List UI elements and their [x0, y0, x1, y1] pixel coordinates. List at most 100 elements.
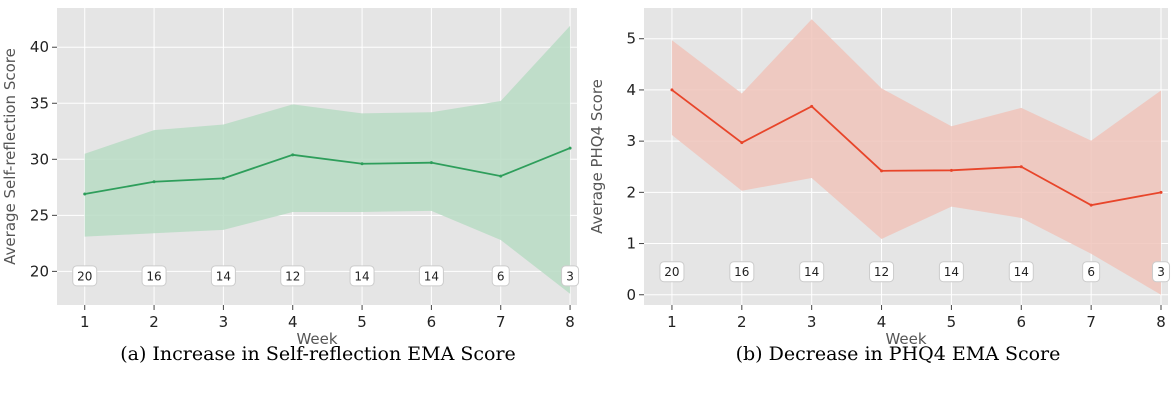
count-label-phq4-4: 12	[869, 261, 895, 283]
x-tick-label-6: 6	[427, 313, 437, 331]
count-label-text: 14	[804, 265, 819, 279]
count-label-box	[280, 265, 306, 287]
count-label-text: 14	[944, 265, 959, 279]
data-point-phq4-6	[1019, 165, 1023, 169]
count-label-text: 20	[77, 269, 92, 283]
count-label-box	[869, 261, 895, 283]
count-label-text: 14	[424, 269, 439, 283]
data-point-self-reflection-7	[499, 174, 503, 178]
count-labels-phq4: 20 16 14 12 14 14 6 3	[659, 261, 1171, 283]
y-tick-label-4: 4	[626, 81, 636, 99]
count-label-text: 6	[497, 269, 505, 283]
x-axis-label-self-reflection: Week	[296, 330, 337, 348]
count-label-text: 20	[664, 265, 679, 279]
x-tick-label-2: 2	[149, 313, 159, 331]
y-tick-label-2: 2	[626, 183, 636, 201]
count-label-box	[349, 265, 375, 287]
y-tick-label-40: 40	[30, 38, 49, 56]
x-tick-label-4: 4	[288, 313, 298, 331]
data-point-self-reflection-3	[221, 176, 225, 180]
data-point-phq4-4	[880, 169, 884, 173]
y-tick-label-0: 0	[626, 286, 636, 304]
count-label-phq4-6: 14	[1008, 261, 1034, 283]
x-tick-label-1: 1	[80, 313, 90, 331]
confidence-band-phq4	[671, 19, 1162, 295]
count-label-box	[1008, 261, 1034, 283]
points-phq4	[670, 88, 1163, 207]
count-label-self-reflection-5: 14	[349, 265, 375, 287]
count-label-self-reflection-1: 20	[72, 265, 98, 287]
data-point-self-reflection-6	[429, 161, 433, 165]
count-label-phq4-3: 14	[799, 261, 825, 283]
count-label-text: 16	[734, 265, 749, 279]
y-tick-label-3: 3	[626, 132, 636, 150]
count-label-box	[141, 265, 167, 287]
data-point-self-reflection-8	[568, 146, 572, 150]
data-point-phq4-7	[1089, 203, 1093, 207]
x-ticks-phq4: 1 2 3 4 5 6 7 8	[667, 305, 1166, 331]
data-point-phq4-5	[949, 168, 953, 172]
data-point-phq4-8	[1159, 190, 1163, 194]
data-point-self-reflection-1	[83, 192, 87, 196]
count-label-phq4-7: 6	[1082, 261, 1101, 283]
count-label-text: 14	[354, 269, 369, 283]
count-label-self-reflection-3: 14	[210, 265, 236, 287]
data-point-self-reflection-2	[152, 180, 156, 184]
count-label-self-reflection-2: 16	[141, 265, 167, 287]
data-point-self-reflection-4	[291, 153, 295, 157]
count-label-self-reflection-8: 3	[561, 265, 580, 287]
y-tick-label-35: 35	[30, 94, 49, 112]
data-point-phq4-1	[670, 88, 674, 92]
count-label-text: 14	[1014, 265, 1029, 279]
data-point-phq4-2	[740, 141, 744, 145]
y-tick-label-25: 25	[30, 206, 49, 224]
caption-self-reflection: (a) Increase in Self-reflection EMA Scor…	[120, 343, 516, 365]
count-label-text: 12	[874, 265, 889, 279]
x-tick-label-5: 5	[947, 313, 957, 331]
count-label-text: 16	[146, 269, 161, 283]
y-tick-label-30: 30	[30, 150, 49, 168]
count-label-phq4-5: 14	[938, 261, 964, 283]
count-label-box	[491, 265, 510, 287]
data-point-phq4-3	[810, 104, 814, 108]
y-axis-label-self-reflection: Average Self-reflection Score	[1, 48, 19, 265]
count-label-box	[938, 261, 964, 283]
count-label-box	[561, 265, 580, 287]
count-label-text: 14	[216, 269, 231, 283]
points-self-reflection	[83, 146, 572, 196]
y-ticks-phq4: 0 1 2 3 4 5	[626, 30, 644, 304]
count-label-phq4-8: 3	[1152, 261, 1171, 283]
count-label-box	[799, 261, 825, 283]
x-tick-label-2: 2	[737, 313, 747, 331]
x-tick-label-3: 3	[807, 313, 817, 331]
x-tick-label-4: 4	[877, 313, 887, 331]
count-label-box	[72, 265, 98, 287]
count-label-phq4-2: 16	[729, 261, 755, 283]
caption-phq4: (b) Decrease in PHQ4 EMA Score	[736, 343, 1061, 365]
count-label-text: 3	[1157, 265, 1165, 279]
x-tick-label-6: 6	[1017, 313, 1027, 331]
y-axis-label-phq4: Average PHQ4 Score	[588, 79, 606, 234]
count-labels-self-reflection: 20 16 14 12 14 14 6 3	[72, 265, 580, 287]
count-label-box	[1152, 261, 1171, 283]
y-tick-label-5: 5	[626, 30, 636, 48]
x-tick-label-8: 8	[1156, 313, 1166, 331]
x-tick-label-1: 1	[667, 313, 677, 331]
x-tick-label-7: 7	[1086, 313, 1096, 331]
count-label-box	[418, 265, 444, 287]
x-tick-label-8: 8	[565, 313, 575, 331]
count-label-text: 3	[566, 269, 574, 283]
count-label-box	[1082, 261, 1101, 283]
y-tick-label-1: 1	[626, 235, 636, 253]
count-label-text: 6	[1087, 265, 1095, 279]
series-line-phq4	[671, 89, 1162, 207]
count-label-phq4-1: 20	[659, 261, 685, 283]
x-ticks-self-reflection: 1 2 3 4 5 6 7 8	[80, 305, 575, 331]
count-label-text: 12	[285, 269, 300, 283]
y-ticks-self-reflection: 20 25 30 35 40	[30, 38, 57, 280]
count-label-box	[659, 261, 685, 283]
count-label-self-reflection-7: 6	[491, 265, 510, 287]
series-line-self-reflection	[84, 147, 571, 195]
count-label-box	[210, 265, 236, 287]
